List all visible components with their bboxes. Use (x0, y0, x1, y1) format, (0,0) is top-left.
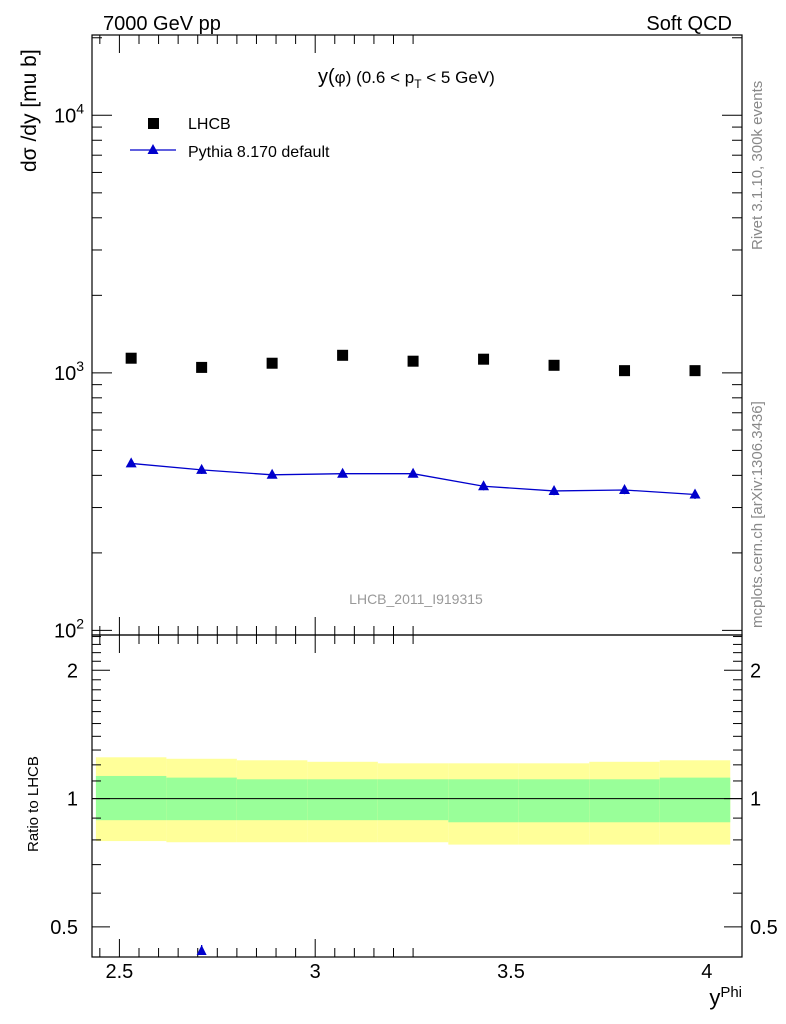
header-right: Soft QCD (646, 13, 732, 35)
lhcb-point (478, 353, 490, 365)
header-left: 7000 GeV pp (103, 13, 221, 35)
ratio-y-tick-label-right: 2 (750, 660, 761, 682)
pythia-point (266, 468, 278, 479)
pythia-point (689, 488, 701, 499)
lhcb-point (689, 365, 701, 377)
pythia-ratio-point (196, 945, 207, 955)
main-title: y(φ) (0.6 < pT < 5 GeV) (318, 66, 495, 91)
x-axis-label: yPhi (709, 984, 742, 1010)
x-tick-label: 2.5 (106, 961, 134, 983)
ratio-bands (92, 757, 742, 845)
legend: LHCB Pythia 8.170 default (130, 116, 330, 161)
analysis-watermark: LHCB_2011_I919315 (349, 591, 483, 607)
ratio-panel-frame (91, 634, 743, 958)
legend-pythia-marker (147, 144, 159, 154)
legend-lhcb-label: LHCB (188, 116, 231, 133)
ratio-y-tick-label-left: 0.5 (50, 917, 78, 939)
source-label: mcplots.cern.ch [arXiv:1306.3436] (749, 401, 766, 628)
panel-frames (91, 34, 743, 958)
ratio-band-inner-4 (377, 779, 449, 821)
pythia-point (196, 463, 208, 474)
lhcb-point (619, 365, 631, 377)
rivet-label: Rivet 3.1.10, 300k events (749, 81, 766, 250)
pythia-point (337, 467, 349, 478)
legend-lhcb-marker (148, 118, 159, 129)
ratio-y-tick-label-left: 2 (67, 660, 78, 682)
pythia-point (478, 480, 490, 491)
legend-pythia-label: Pythia 8.170 default (188, 144, 330, 161)
x-tick-label: 3 (310, 961, 321, 983)
lhcb-point (337, 349, 349, 361)
main-y-tick-label: 103 (54, 358, 84, 385)
ratio-y-tick-label-right: 0.5 (750, 917, 778, 939)
ratio-y-tick-label-left: 1 (67, 789, 78, 811)
main-y-tick-label: 104 (54, 100, 84, 127)
pythia-point (619, 483, 631, 494)
lhcb-point (407, 355, 419, 367)
lhcb-point (266, 357, 278, 369)
lhcb-point (125, 352, 137, 364)
ratio-y-tick-label-right: 1 (750, 789, 761, 811)
ratio-band-inner-0 (95, 775, 167, 821)
x-tick-label: 3.5 (497, 961, 525, 983)
pythia-point (548, 484, 560, 495)
ratio-y-axis-label: Ratio to LHCB (25, 756, 42, 852)
ratio-band-inner-8 (659, 777, 731, 823)
pythia-point (125, 457, 137, 468)
data-points (125, 349, 701, 955)
lhcb-point (548, 359, 560, 371)
ratio-band-inner-2 (236, 779, 308, 821)
ratio-band-inner-6 (518, 779, 590, 823)
x-tick-label: 4 (701, 961, 712, 983)
ratio-band-inner-5 (448, 779, 519, 823)
ratio-band-inner-3 (307, 779, 378, 821)
ratio-band-inner-7 (589, 779, 660, 823)
lhcb-point (196, 361, 208, 373)
main-y-tick-label: 102 (54, 615, 84, 642)
pythia-point (407, 467, 419, 478)
axes: 102 103 104 2.5 3 3.5 4 0.5 0.5 1 1 2 2 (50, 35, 778, 983)
main-y-axis-label: dσ /dy [mu b] (18, 49, 41, 172)
